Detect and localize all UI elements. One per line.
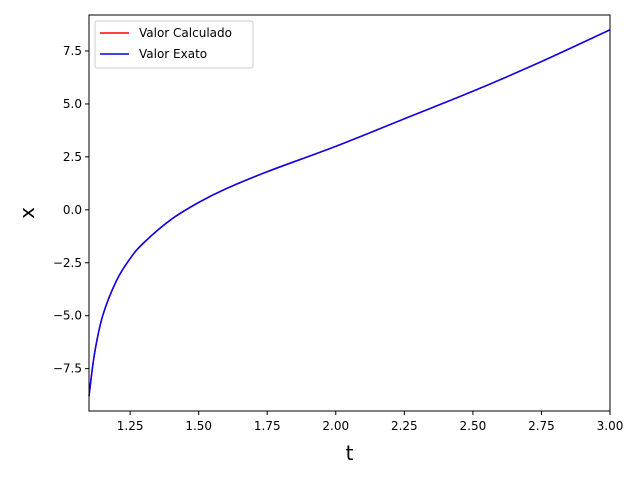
x-tick-label: 1.75 (254, 419, 281, 433)
y-axis-label: x (15, 207, 39, 219)
x-axis-label: t (346, 441, 354, 465)
plot-frame (88, 14, 611, 412)
x-tick-label: 3.00 (597, 419, 624, 433)
x-tick-label: 2.00 (322, 419, 349, 433)
x-tick-label: 2.25 (391, 419, 418, 433)
y-tick-label: 7.5 (63, 44, 82, 58)
y-tick-label: −7.5 (53, 362, 82, 376)
series-layer (88, 29, 611, 397)
x-tick-label: 1.25 (117, 419, 144, 433)
x-tick-label: 2.75 (528, 419, 555, 433)
legend: Valor Calculado Valor Exato (94, 20, 254, 69)
y-tick-label: −5.0 (53, 309, 82, 323)
x-tick-label: 1.50 (185, 419, 212, 433)
ticks-layer: 1.25 1.50 1.75 2.00 2.25 2.50 2.75 3.00 7.5 5.0 2.… (53, 44, 624, 433)
y-tick-label: 2.5 (63, 150, 82, 164)
y-tick-label: −2.5 (53, 256, 82, 270)
legend-label-valor-exato: Valor Exato (139, 47, 207, 61)
x-tick-label: 2.50 (460, 419, 487, 433)
y-tick-label: 5.0 (63, 97, 82, 111)
series-line-valor-calculado (88, 29, 611, 397)
y-tick-label: 0.0 (63, 203, 82, 217)
series-line-valor-exato (88, 29, 611, 397)
legend-box (94, 20, 254, 69)
legend-label-valor-calculado: Valor Calculado (139, 26, 232, 40)
